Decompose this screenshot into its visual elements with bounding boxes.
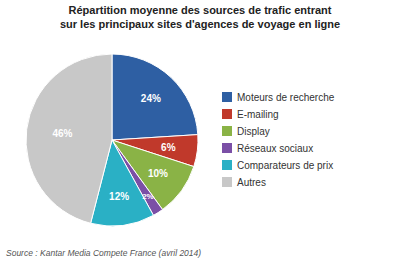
legend-swatch: [222, 160, 232, 170]
legend-label: Autres: [237, 177, 266, 188]
title-line: sur les principaux sites d'agences de vo…: [60, 18, 340, 30]
data-label: 2%: [142, 192, 154, 201]
source-note: Source : Kantar Media Compete France (av…: [6, 248, 201, 258]
title-line: Répartition moyenne des sources de trafi…: [69, 4, 332, 16]
legend-swatch: [222, 109, 232, 119]
pie-slice: [26, 54, 112, 223]
legend-swatch: [222, 126, 232, 136]
pie-slice: [112, 54, 198, 140]
data-labels: 24% 6% 10% 2% 12% 46%: [53, 93, 176, 202]
data-label: 24%: [141, 93, 161, 104]
legend-label: Moteurs de recherche: [237, 92, 335, 103]
data-label: 12%: [109, 191, 129, 202]
data-label: 6%: [161, 142, 176, 153]
legend-label: Réseaux sociaux: [237, 143, 313, 154]
data-label: 10%: [148, 168, 168, 179]
pie: [26, 54, 198, 226]
legend: Moteurs de recherche E-mailing Display Rése…: [222, 92, 335, 188]
data-label: 46%: [53, 128, 73, 139]
legend-label: E-mailing: [237, 109, 279, 120]
legend-swatch: [222, 177, 232, 187]
legend-label: Display: [237, 126, 270, 137]
legend-swatch: [222, 143, 232, 153]
legend-swatch: [222, 92, 232, 102]
chart-root: Répartition moyenne des sources de trafi…: [0, 0, 400, 261]
chart-title: Répartition moyenne des sources de trafi…: [60, 4, 340, 30]
legend-label: Comparateurs de prix: [237, 160, 333, 171]
